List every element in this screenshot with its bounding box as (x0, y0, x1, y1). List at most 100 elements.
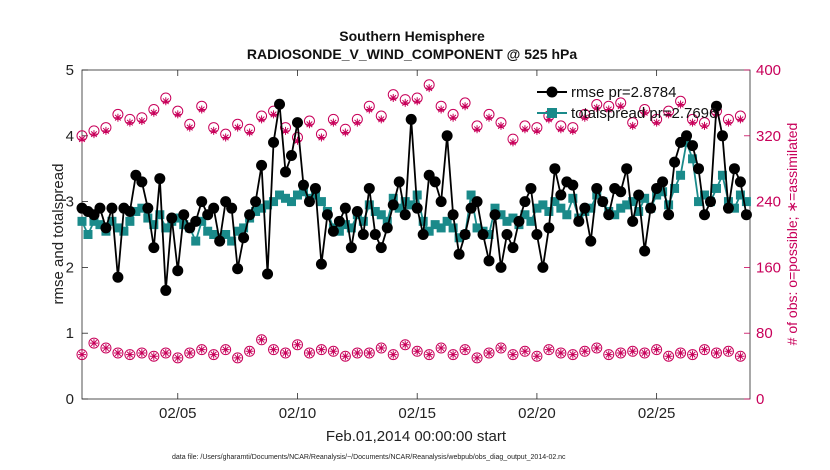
obs-assimilated-point (209, 126, 218, 135)
obs-assimilated-point (173, 353, 182, 362)
obs-assimilated-point (461, 345, 470, 354)
totalspread-point (496, 210, 506, 220)
rmse-point (633, 189, 645, 201)
totalspread-point (382, 216, 392, 226)
rmse-point (142, 202, 154, 214)
rmse-point (262, 268, 274, 280)
rmse-point (166, 212, 178, 224)
obs-possible-point (699, 344, 711, 356)
rmse-point (453, 248, 465, 260)
obs-possible-point (196, 344, 208, 356)
rmse-point (495, 261, 507, 273)
rmse-point (160, 284, 172, 296)
totalspread-point (508, 213, 518, 223)
totalspread-point (358, 216, 368, 226)
obs-assimilated-point (688, 350, 697, 359)
totalspread-point (298, 187, 308, 197)
rmse-point (196, 196, 208, 208)
y2-tick-labels: 0 80 160 240 320 400 (756, 62, 781, 408)
rmse-point (597, 196, 609, 208)
x-tick-label: 02/05 (159, 405, 197, 422)
obs-assimilated-point (508, 350, 517, 359)
totalspread-point (664, 200, 674, 210)
totalspread-point (550, 197, 560, 207)
obs-assimilated-point (568, 126, 577, 135)
totalspread-point (281, 193, 291, 203)
legend-rmse-label: rmse pr=2.8784 (571, 84, 676, 101)
totalspread-point (131, 206, 141, 216)
obs-possible-point (710, 347, 722, 359)
totalspread-point (221, 230, 231, 239)
rmse-point (615, 186, 627, 198)
obs-possible-point (447, 349, 459, 361)
totalspread-point (424, 226, 434, 236)
obs-assimilated-point (221, 133, 230, 142)
obs-assimilated-point (724, 347, 733, 356)
totalspread-point (257, 203, 267, 213)
rmse-point (250, 196, 262, 208)
obs-possible-point (423, 349, 435, 361)
totalspread-point (520, 210, 530, 220)
totalspread-point (640, 193, 650, 203)
rmse-point (567, 179, 579, 191)
totalspread-point (143, 213, 153, 223)
rmse-point (106, 202, 118, 214)
obs-assimilated-point (78, 350, 86, 359)
rmse-point (315, 258, 327, 270)
obs-possible-point (76, 349, 88, 361)
rmse-point (537, 261, 549, 273)
legend-spread-marker (547, 108, 557, 118)
obs-assimilated-point (89, 339, 98, 348)
obs-assimilated-point (520, 347, 529, 356)
totalspread-point (694, 197, 704, 207)
totalspread-point (454, 233, 464, 243)
obs-assimilated-point (449, 113, 458, 122)
rmse-point (381, 222, 393, 234)
obs-assimilated-point (544, 115, 553, 124)
obs-possible-point (160, 347, 172, 359)
obs-assimilated-point (712, 348, 721, 357)
obs-assimilated-point (640, 108, 649, 117)
rmse-point (291, 117, 303, 129)
obs-assimilated-point (245, 347, 254, 356)
rmse-point (214, 235, 226, 247)
totalspread-point (292, 190, 302, 200)
rmse-point (345, 242, 357, 254)
totalspread-point (526, 216, 536, 226)
obs-possible-point (220, 344, 232, 356)
totalspread-point (610, 210, 620, 220)
rmse-point (190, 215, 202, 227)
obs-assimilated-point (532, 352, 541, 361)
rmse-point (447, 209, 459, 221)
obs-possible-point (387, 349, 399, 361)
rmse-point (208, 202, 220, 214)
y-tick-label: 4 (66, 128, 74, 145)
obs-assimilated-point (664, 352, 673, 361)
obs-possible-point (639, 347, 651, 359)
rmse-point (100, 222, 112, 234)
obs-possible-point (567, 349, 579, 361)
rmse-point (483, 255, 495, 267)
totalspread-point (430, 220, 440, 230)
rmse-point (734, 176, 746, 188)
rmse-point (387, 199, 399, 211)
obs-possible-point (351, 347, 363, 359)
totalspread-point (682, 137, 692, 147)
obs-assimilated-point (149, 352, 158, 361)
totalspread-point (586, 203, 596, 213)
rmse-point (477, 229, 489, 240)
totalspread-point (137, 203, 147, 213)
rmse-point (226, 202, 238, 214)
totalspread-point (502, 216, 512, 226)
y2-tick-label: 240 (756, 194, 781, 211)
obs-assimilated-point (269, 345, 278, 354)
obs-assimilated-point (341, 352, 350, 361)
totalspread-point (275, 190, 285, 200)
obs-assimilated-point (329, 347, 338, 356)
obs-assimilated-point (305, 348, 314, 357)
rmse-point (740, 209, 752, 221)
totalspread-point (107, 216, 117, 226)
rmse-point (663, 209, 675, 221)
totalspread-point (538, 200, 548, 210)
totalspread-point (95, 220, 105, 230)
